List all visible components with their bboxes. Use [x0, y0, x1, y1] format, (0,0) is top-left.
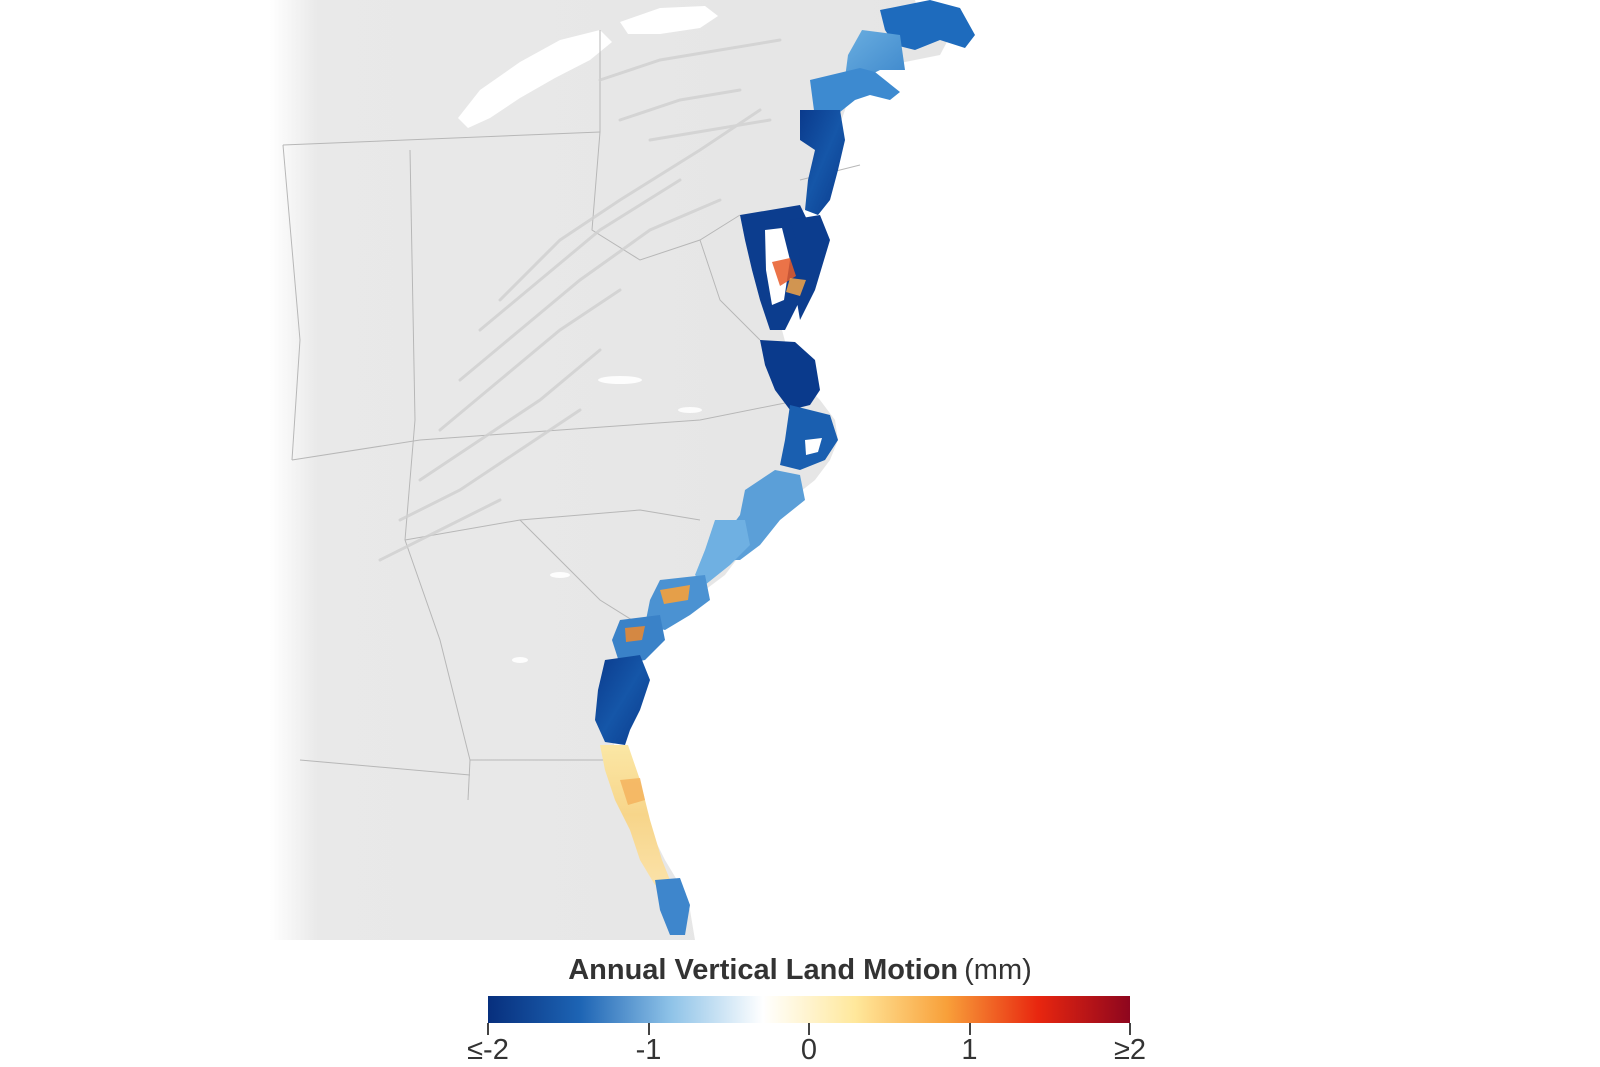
legend-title-text: Annual Vertical Land Motion	[568, 954, 959, 986]
tick-mark	[808, 1023, 810, 1035]
colorbar	[488, 996, 1130, 1023]
tick-mark	[1129, 1023, 1131, 1035]
coastal-motion-data	[595, 0, 975, 935]
tick-label-neg1: -1	[635, 1034, 662, 1066]
legend-unit: (mm)	[964, 954, 1032, 986]
vertical-land-motion-map	[270, 0, 975, 940]
tick-label-max: ≥2	[1113, 1034, 1147, 1066]
tick-mark	[647, 1023, 650, 1035]
lake-erie	[458, 30, 612, 128]
terrain-relief	[378, 38, 782, 562]
lake-ontario	[620, 6, 718, 34]
map-canvas	[270, 0, 975, 940]
legend: Annual Vertical Land Motion (mm) ≤-2 -1 0…	[0, 940, 1600, 1066]
tick-label-zero: 0	[800, 1034, 818, 1066]
tick-label-pos1: 1	[961, 1034, 978, 1066]
legend-title: Annual Vertical Land Motion (mm)	[0, 954, 1600, 987]
tick-mark	[487, 1023, 489, 1035]
tick-label-min: ≤-2	[467, 1034, 509, 1066]
inland-water	[512, 376, 702, 663]
tick-mark	[968, 1023, 971, 1035]
